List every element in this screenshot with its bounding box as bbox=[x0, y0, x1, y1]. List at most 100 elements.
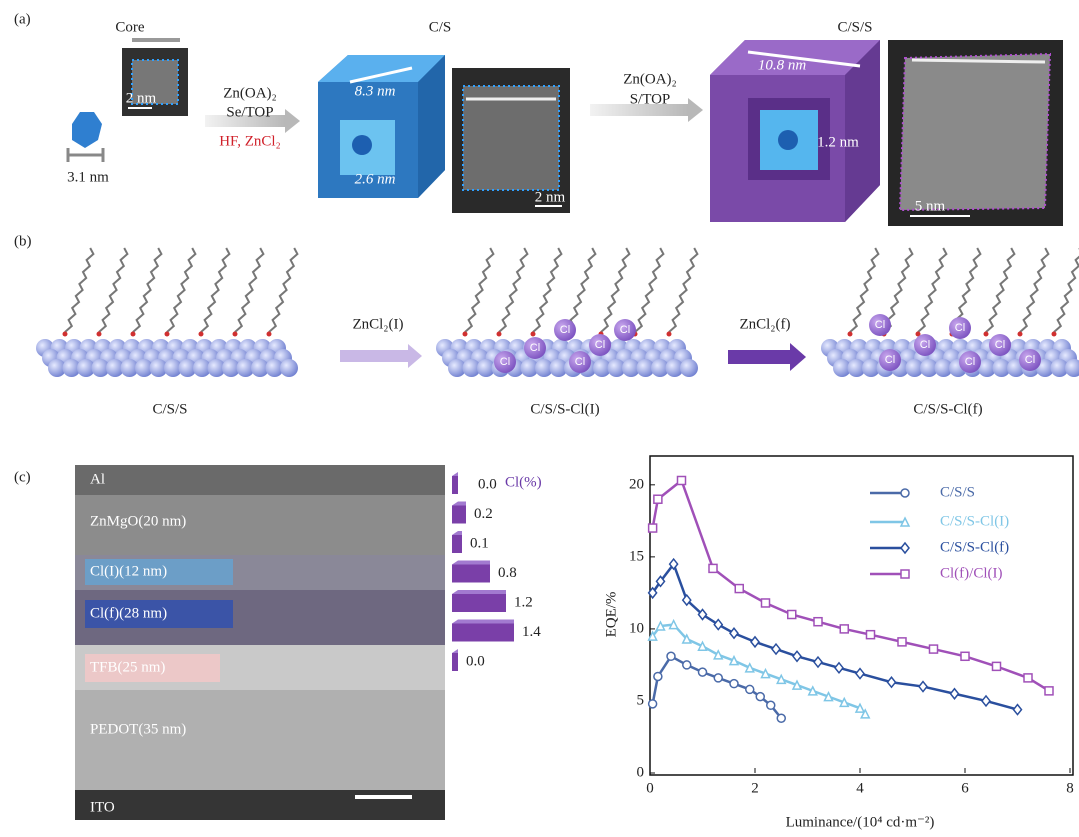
size-label: 8.3 nm bbox=[355, 83, 396, 99]
value-label: 1.2 bbox=[514, 594, 533, 610]
marker bbox=[670, 621, 678, 629]
marker bbox=[762, 670, 770, 678]
ligand-chain bbox=[1020, 248, 1048, 332]
value-label: 0.1 bbox=[470, 535, 489, 551]
plot-frame bbox=[650, 456, 1073, 775]
panel-label: (b) bbox=[14, 233, 32, 249]
marker bbox=[654, 672, 662, 680]
bar-top bbox=[452, 649, 458, 653]
marker bbox=[756, 693, 764, 701]
anchor-atom bbox=[531, 332, 536, 337]
marker bbox=[657, 622, 665, 630]
value-label: 0.2 bbox=[474, 506, 493, 522]
marker bbox=[825, 693, 833, 701]
legend-label: Cl(f)/Cl(I) bbox=[940, 565, 1002, 581]
arrow-head bbox=[688, 98, 703, 122]
atom-label: Cl bbox=[500, 356, 510, 368]
surface-atom bbox=[280, 359, 298, 377]
marker bbox=[793, 681, 801, 689]
caption: C/S/S-Cl(I) bbox=[530, 401, 599, 417]
marker bbox=[709, 564, 717, 572]
marker bbox=[993, 662, 1001, 670]
bar-top bbox=[452, 531, 462, 535]
layer-label: ITO bbox=[90, 799, 115, 815]
anchor-atom bbox=[1018, 332, 1023, 337]
legend-label: C/S/S-Cl(I) bbox=[940, 513, 1009, 529]
ligand-chain bbox=[201, 248, 229, 332]
marker bbox=[856, 704, 864, 712]
legend-label: C/S/S-Cl(f) bbox=[940, 539, 1009, 555]
legend-marker bbox=[901, 543, 909, 553]
bar-top bbox=[452, 472, 458, 476]
legend-marker bbox=[901, 570, 909, 578]
anchor-atom bbox=[848, 332, 853, 337]
bar bbox=[452, 535, 462, 553]
legend-marker bbox=[901, 489, 909, 497]
atom-label: Cl bbox=[955, 322, 965, 334]
bar-top bbox=[452, 502, 466, 506]
anchor-atom bbox=[165, 332, 170, 337]
scale-label: 2 nm bbox=[126, 90, 157, 106]
stage-title: Core bbox=[115, 19, 145, 35]
bar bbox=[452, 565, 490, 583]
atom-label: Cl bbox=[530, 342, 540, 354]
atom-label: Cl bbox=[575, 356, 585, 368]
marker bbox=[930, 645, 938, 653]
marker bbox=[667, 652, 675, 660]
arrow-head bbox=[408, 344, 422, 368]
x-tick-label: 0 bbox=[646, 780, 654, 796]
atom-label: Cl bbox=[920, 339, 930, 351]
x-axis-label: Luminance/(10⁴ cd·m⁻²) bbox=[786, 814, 935, 830]
value-label: 0.8 bbox=[498, 565, 517, 581]
ligand-chain bbox=[567, 248, 595, 332]
marker bbox=[730, 628, 738, 638]
marker bbox=[746, 685, 754, 693]
x-tick-label: 6 bbox=[961, 780, 969, 796]
anchor-atom bbox=[1052, 332, 1057, 337]
marker bbox=[961, 652, 969, 660]
additive: HF, ZnCl₂ bbox=[219, 133, 281, 149]
reagent: Se/TOP bbox=[226, 104, 273, 120]
anchor-atom bbox=[984, 332, 989, 337]
y-tick-label: 5 bbox=[637, 692, 645, 708]
anchor-atom bbox=[463, 332, 468, 337]
atom-label: Cl bbox=[560, 324, 570, 336]
stage-title: C/S bbox=[429, 19, 452, 35]
anchor-atom bbox=[131, 332, 136, 337]
bar bbox=[452, 653, 458, 671]
panel-label: (c) bbox=[14, 469, 31, 485]
marker bbox=[814, 618, 822, 626]
marker bbox=[840, 698, 848, 706]
ligand-chain bbox=[499, 248, 527, 332]
anchor-atom bbox=[233, 332, 238, 337]
bar bbox=[452, 506, 466, 524]
ligand-chain bbox=[635, 248, 663, 332]
step-label: ZnCl₂(I) bbox=[352, 316, 403, 332]
y-tick-label: 15 bbox=[629, 548, 644, 564]
atom-label: Cl bbox=[875, 319, 885, 331]
series-line bbox=[653, 656, 782, 718]
legend-marker bbox=[901, 518, 909, 526]
marker bbox=[1024, 674, 1032, 682]
marker bbox=[699, 642, 707, 650]
marker bbox=[888, 677, 896, 687]
series-line bbox=[653, 480, 1049, 690]
layer-label: ZnMgO(20 nm) bbox=[90, 513, 186, 529]
marker bbox=[809, 687, 817, 695]
marker bbox=[840, 625, 848, 633]
atom-label: Cl bbox=[1025, 354, 1035, 366]
marker bbox=[699, 668, 707, 676]
caption: C/S/S bbox=[152, 401, 187, 417]
anchor-atom bbox=[497, 332, 502, 337]
marker bbox=[767, 701, 775, 709]
ligand-chain bbox=[65, 248, 93, 332]
anchor-atom bbox=[267, 332, 272, 337]
marker bbox=[777, 675, 785, 683]
arrow-head bbox=[285, 109, 300, 133]
anchor-atom bbox=[199, 332, 204, 337]
marker bbox=[746, 664, 754, 672]
anchor-atom bbox=[667, 332, 672, 337]
ligand-chain bbox=[533, 248, 561, 332]
legend-label: C/S/S bbox=[940, 484, 975, 500]
